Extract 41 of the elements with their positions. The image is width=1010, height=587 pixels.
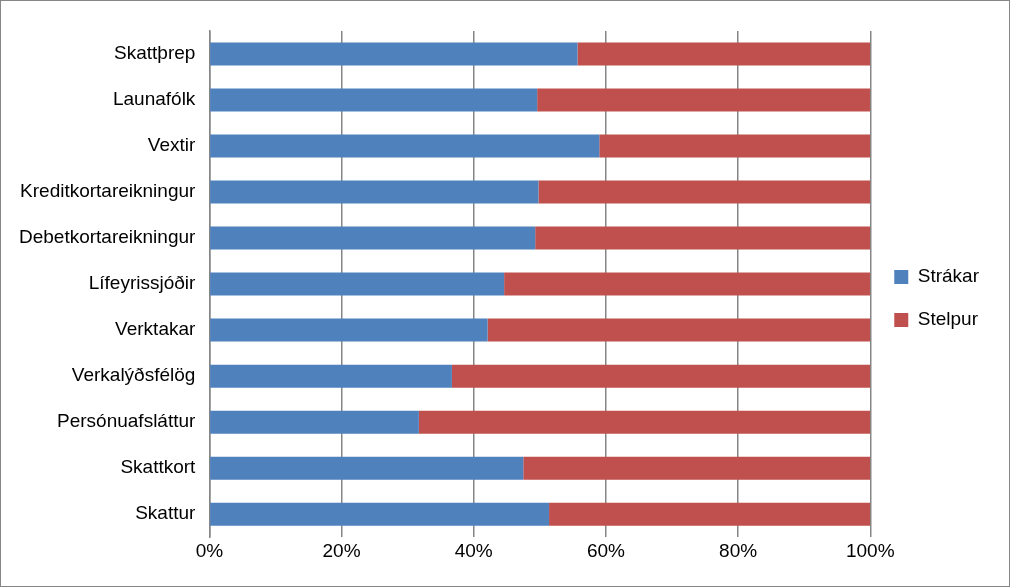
bar <box>210 88 538 112</box>
bar <box>451 364 871 388</box>
y-tick-label: Kreditkortareikningur <box>20 180 197 202</box>
bar <box>210 410 419 434</box>
bar <box>210 272 505 296</box>
bar <box>210 456 524 480</box>
legend-label: Stelpur <box>917 308 979 330</box>
bar <box>418 410 871 434</box>
y-tick-label: Verktakar <box>115 318 197 340</box>
legend-label: Strákar <box>917 265 980 287</box>
bar <box>210 364 452 388</box>
bar <box>549 502 871 526</box>
y-tick-label: Debetkortareikningur <box>19 226 197 248</box>
y-tick-label: Verkalýðsfélög <box>71 364 196 386</box>
x-tick-label: 20% <box>322 539 361 561</box>
bar <box>210 180 539 204</box>
y-tick-label: Persónuafsláttur <box>57 410 197 432</box>
bar <box>210 502 550 526</box>
bar <box>599 134 871 158</box>
y-tick-label: Skattur <box>135 502 197 524</box>
bar <box>537 88 871 112</box>
x-tick-label: 100% <box>845 539 895 561</box>
y-tick-label: Skattþrep <box>114 42 196 64</box>
bar <box>487 318 871 342</box>
bar <box>210 42 578 66</box>
x-tick-label: 80% <box>719 539 758 561</box>
bar <box>538 180 871 204</box>
bar <box>523 456 871 480</box>
bar <box>577 42 871 66</box>
y-tick-label: Vextir <box>147 134 197 156</box>
y-tick-label: Launafólk <box>112 88 196 110</box>
y-tick-label: Skattkort <box>120 456 197 478</box>
bar <box>210 134 600 158</box>
bar <box>535 226 871 250</box>
x-tick-label: 40% <box>454 539 493 561</box>
bar <box>210 226 536 250</box>
x-tick-label: 60% <box>586 539 626 561</box>
bar <box>210 318 488 342</box>
y-tick-label: Lífeyrissjóðir <box>88 272 197 294</box>
x-tick-label: 0% <box>195 539 224 561</box>
bar <box>504 272 871 296</box>
